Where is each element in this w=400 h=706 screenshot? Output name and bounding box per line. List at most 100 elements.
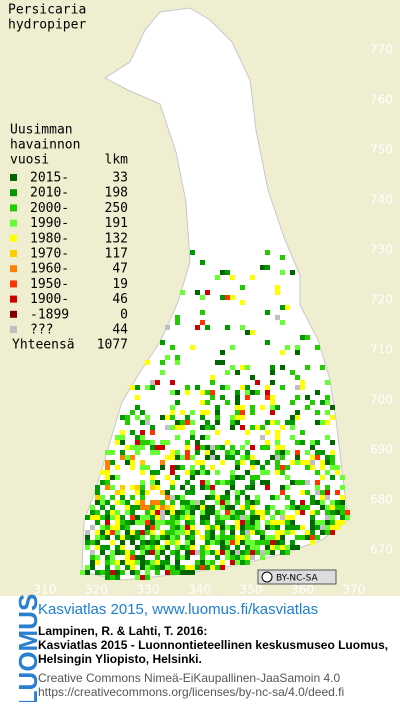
occurrence-square [200,505,205,510]
occurrence-square [195,385,200,390]
occurrence-square [240,475,245,480]
occurrence-square [125,565,130,570]
occurrence-square [190,570,195,575]
occurrence-square [105,485,110,490]
occurrence-square [145,525,150,530]
occurrence-square [140,420,145,425]
occurrence-square [235,515,240,520]
occurrence-square [255,550,260,555]
occurrence-square [210,425,215,430]
occurrence-square [290,270,295,275]
occurrence-square [130,495,135,500]
occurrence-square [155,555,160,560]
occurrence-square [330,530,335,535]
occurrence-square [145,575,150,580]
occurrence-square [245,535,250,540]
occurrence-square [85,570,90,575]
legend-heading: Uusimman [10,123,73,138]
occurrence-square [125,560,130,565]
occurrence-square [85,530,90,535]
occurrence-square [210,495,215,500]
occurrence-square [150,480,155,485]
occurrence-square [215,360,220,365]
occurrence-square [105,470,110,475]
occurrence-square [285,515,290,520]
occurrence-square [325,380,330,385]
occurrence-square [150,565,155,570]
occurrence-square [130,485,135,490]
occurrence-square [280,455,285,460]
occurrence-square [180,500,185,505]
occurrence-square [145,520,150,525]
occurrence-square [155,550,160,555]
occurrence-square [265,480,270,485]
occurrence-square [175,510,180,515]
occurrence-square [235,500,240,505]
occurrence-square [280,385,285,390]
occurrence-square [275,470,280,475]
occurrence-square [240,505,245,510]
occurrence-square [165,490,170,495]
occurrence-square [185,470,190,475]
occurrence-square [100,550,105,555]
occurrence-square [315,470,320,475]
occurrence-square [160,550,165,555]
occurrence-square [115,570,120,575]
occurrence-square [160,415,165,420]
occurrence-square [135,535,140,540]
occurrence-square [95,510,100,515]
legend-label: 1950- [30,277,69,292]
occurrence-square [110,495,115,500]
occurrence-square [250,445,255,450]
north-label: 740 [370,193,393,207]
occurrence-square [305,480,310,485]
occurrence-square [185,390,190,395]
occurrence-square [110,540,115,545]
occurrence-square [245,520,250,525]
occurrence-square [175,390,180,395]
east-label: 360 [291,583,314,597]
occurrence-square [285,550,290,555]
occurrence-square [170,535,175,540]
occurrence-square [215,550,220,555]
occurrence-square [215,495,220,500]
occurrence-square [135,530,140,535]
occurrence-square [125,525,130,530]
occurrence-square [85,545,90,550]
cc-icon [261,571,273,583]
occurrence-square [205,445,210,450]
occurrence-square [205,510,210,515]
occurrence-square [235,555,240,560]
occurrence-square [140,460,145,465]
occurrence-square [155,505,160,510]
occurrence-square [170,525,175,530]
occurrence-square [125,535,130,540]
occurrence-square [315,485,320,490]
occurrence-square [275,530,280,535]
occurrence-square [290,540,295,545]
occurrence-square [325,420,330,425]
occurrence-square [340,515,345,520]
occurrence-square [205,505,210,510]
occurrence-square [250,455,255,460]
occurrence-square [215,430,220,435]
badge-box [257,569,337,585]
occurrence-square [185,530,190,535]
occurrence-square [205,450,210,455]
occurrence-square [140,540,145,545]
occurrence-square [245,470,250,475]
occurrence-square [240,365,245,370]
occurrence-square [175,315,180,320]
occurrence-square [135,520,140,525]
occurrence-square [295,525,300,530]
occurrence-square [125,510,130,515]
occurrence-square [325,530,330,535]
occurrence-square [225,440,230,445]
occurrence-square [250,555,255,560]
occurrence-square [280,510,285,515]
finland-outline [81,7,349,581]
occurrence-square [335,470,340,475]
occurrence-square [170,570,175,575]
occurrence-square [250,550,255,555]
occurrence-square [155,540,160,545]
